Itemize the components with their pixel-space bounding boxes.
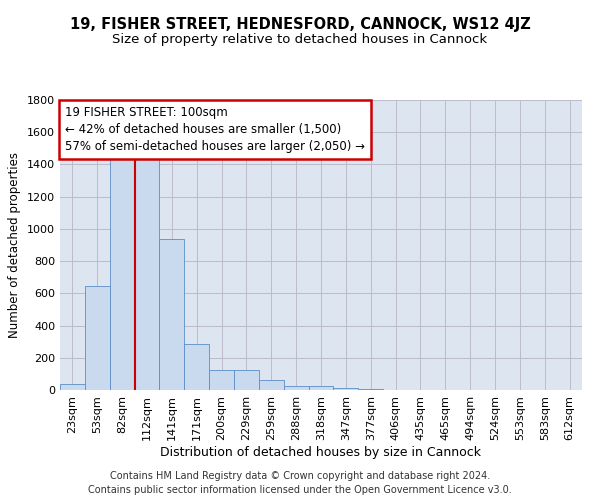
Y-axis label: Number of detached properties: Number of detached properties (8, 152, 22, 338)
Bar (85, 286, 110, 390)
X-axis label: Distribution of detached houses by size in Cannock: Distribution of detached houses by size … (161, 446, 482, 458)
Bar (284, 386, 308, 390)
Bar (259, 380, 284, 390)
Bar (184, 344, 209, 390)
Bar (209, 370, 234, 390)
Bar (334, 388, 358, 390)
Text: Size of property relative to detached houses in Cannock: Size of property relative to detached ho… (112, 32, 488, 46)
Bar (60, 384, 85, 390)
Bar (234, 370, 259, 390)
Bar (160, 238, 184, 390)
Bar (134, 152, 160, 390)
Text: Contains HM Land Registry data © Crown copyright and database right 2024.
Contai: Contains HM Land Registry data © Crown c… (88, 471, 512, 495)
Bar (308, 386, 334, 390)
Bar (110, 152, 134, 390)
Text: 19 FISHER STREET: 100sqm
← 42% of detached houses are smaller (1,500)
57% of sem: 19 FISHER STREET: 100sqm ← 42% of detach… (65, 106, 365, 153)
Text: 19, FISHER STREET, HEDNESFORD, CANNOCK, WS12 4JZ: 19, FISHER STREET, HEDNESFORD, CANNOCK, … (70, 18, 530, 32)
Bar (358, 388, 383, 390)
